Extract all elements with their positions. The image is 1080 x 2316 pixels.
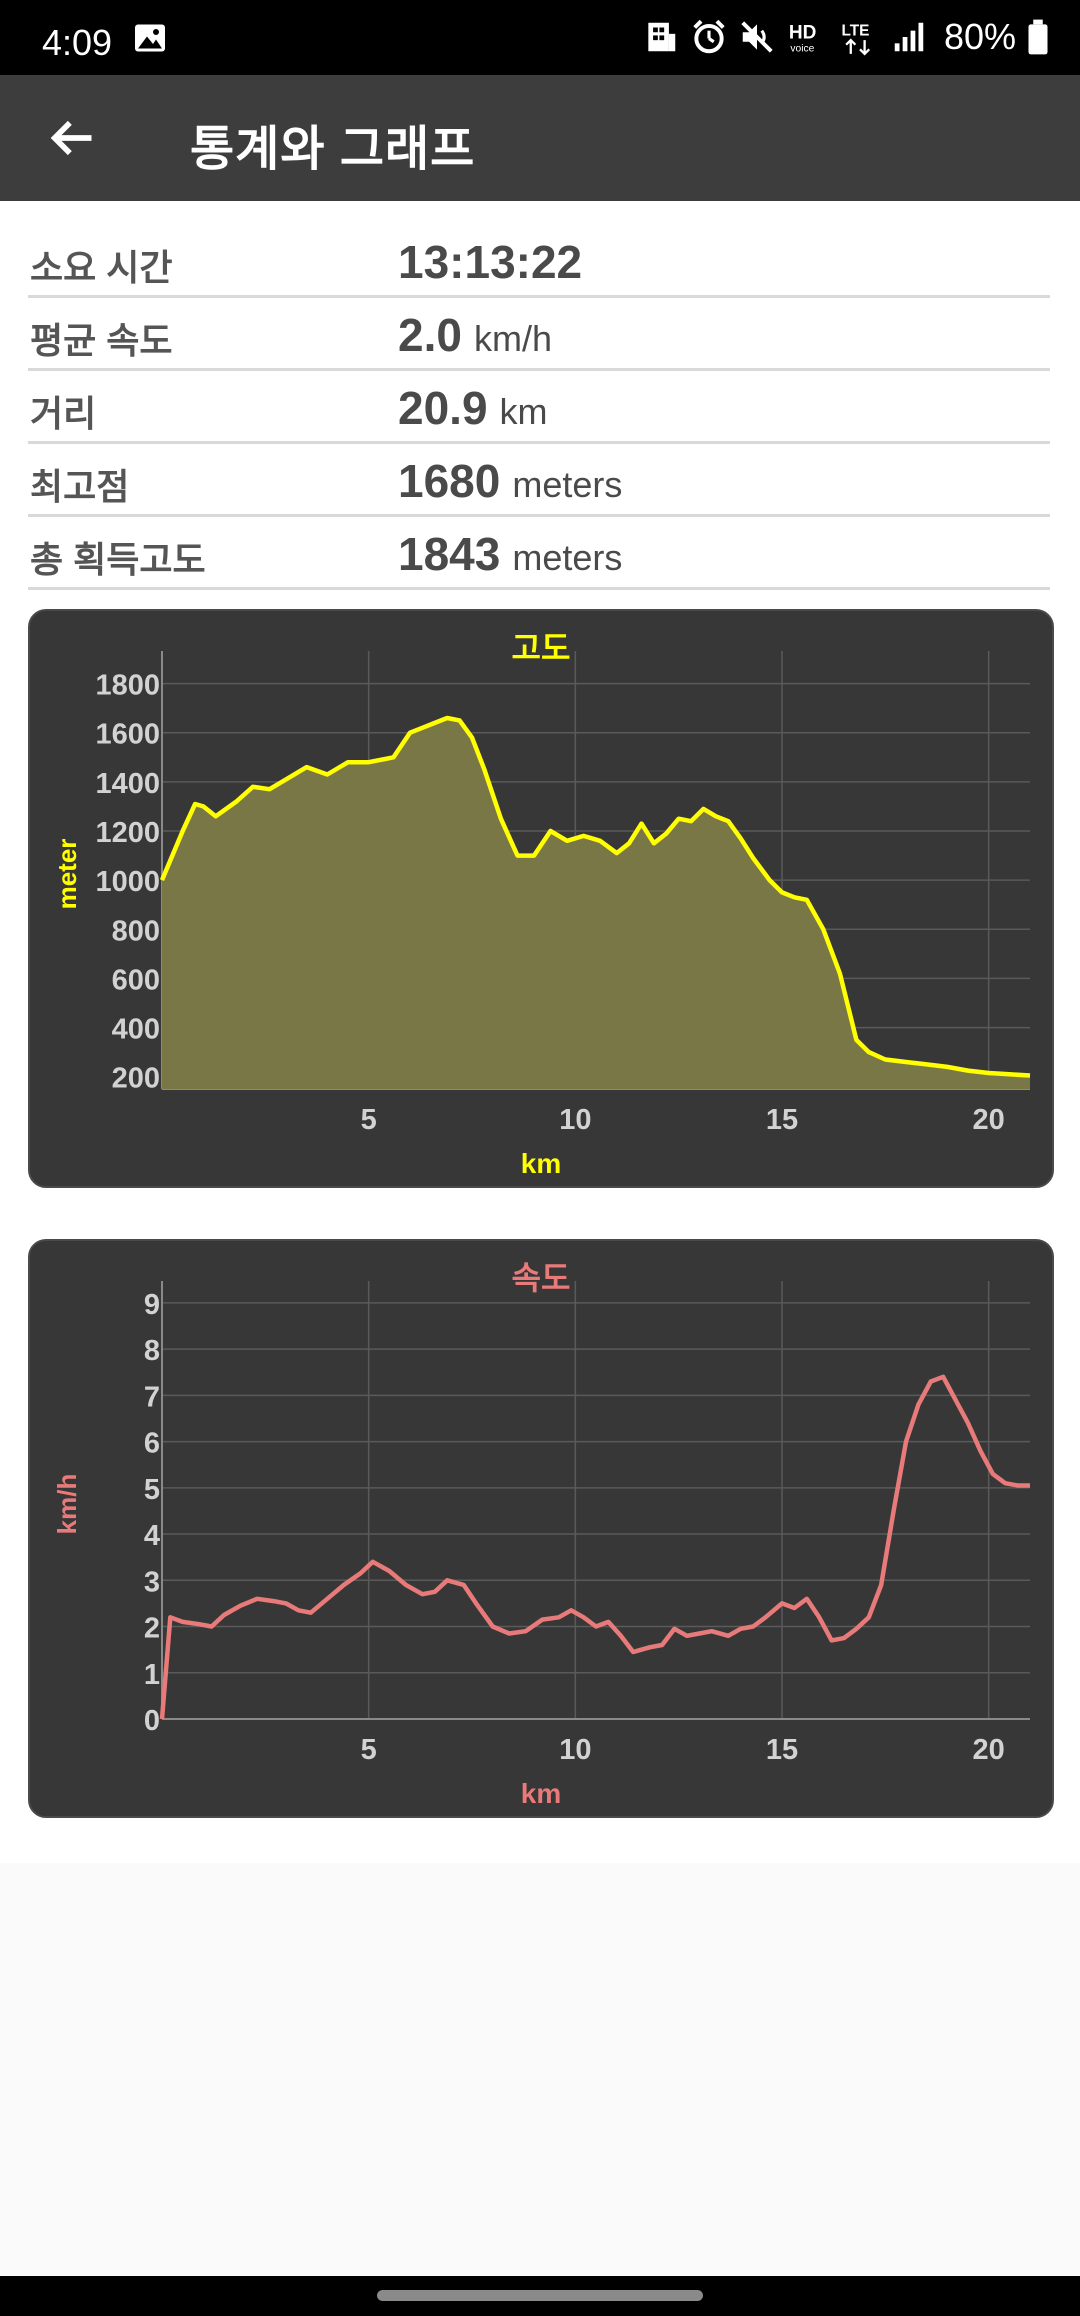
image-icon (135, 24, 165, 52)
y-tick-label: 1200 (95, 817, 160, 849)
chart-title: 속도 (512, 1259, 571, 1297)
stat-value: 1680 meters (398, 454, 622, 508)
status-bar: 4:09 HD voice LTE 80% (0, 0, 1080, 75)
page-title: 통계와 그래프 (190, 123, 476, 176)
x-tick-label: 15 (766, 1734, 798, 1766)
stat-unit: meters (512, 537, 623, 578)
svg-text:LTE: LTE (841, 22, 869, 39)
y-tick-label: 9 (144, 1289, 160, 1321)
series-line (159, 1374, 1030, 1720)
y-tick-label: 4 (144, 1520, 160, 1552)
stat-row: 거리 20.9 km (28, 371, 1050, 444)
x-axis-label: km (521, 1148, 561, 1179)
x-tick-label: 5 (361, 1734, 377, 1766)
x-tick-label: 5 (361, 1104, 377, 1136)
stat-value: 13:13:22 (398, 235, 594, 289)
y-tick-label: 1800 (95, 670, 160, 702)
mute-icon (741, 21, 773, 53)
stat-number: 2.0 (398, 309, 462, 361)
alarm-icon (693, 19, 725, 54)
speed-chart-card: 0 1 2 3 4 5 6 7 8 9 5 10 15 20 속도 km km/h (28, 1239, 1054, 1818)
stat-unit: km (499, 391, 548, 432)
stat-label: 최고점 (30, 466, 130, 507)
x-axis-label: km (521, 1778, 561, 1809)
status-icons: HD voice LTE 80% (642, 16, 1050, 58)
y-tick-label: 5 (144, 1474, 160, 1506)
elevation-chart: 200 400 600 800 1000 1200 1400 1600 1800 5 10 15 20 고… (52, 629, 1031, 1179)
svg-text:HD: HD (789, 22, 817, 43)
y-axis-label: meter (52, 839, 82, 910)
speed-chart: 0 1 2 3 4 5 6 7 8 9 5 10 15 20 속도 km km/h (52, 1259, 1030, 1809)
y-tick-label: 2 (144, 1613, 160, 1645)
y-tick-label: 1600 (95, 719, 160, 751)
y-tick-label: 7 (144, 1381, 160, 1413)
stat-value: 20.9 km (398, 381, 548, 435)
stat-row: 소요 시간 13:13:22 (28, 225, 1050, 298)
stat-number: 20.9 (398, 382, 488, 434)
stat-row: 최고점 1680 meters (28, 444, 1050, 517)
stat-unit: km/h (473, 318, 552, 359)
battery-level: 80% (943, 16, 1016, 57)
chart-title: 고도 (512, 629, 571, 667)
y-tick-label: 1400 (95, 768, 160, 800)
series-line (159, 715, 1031, 1078)
stat-label: 소요 시간 (30, 247, 173, 288)
x-tick-label: 20 (973, 1734, 1005, 1766)
series-area (162, 718, 1030, 1089)
y-tick-label: 400 (112, 1014, 160, 1046)
elevation-chart-card: 200 400 600 800 1000 1200 1400 1600 1800 5 10 15 20 고… (28, 609, 1054, 1188)
navigation-bar (0, 2276, 1080, 2316)
y-tick-label: 6 (144, 1428, 160, 1460)
stat-value: 1843 meters (398, 527, 622, 581)
y-tick-label: 1000 (95, 866, 160, 898)
signal-icon (894, 22, 924, 52)
building-icon (648, 22, 676, 52)
y-tick-label: 200 (112, 1063, 160, 1095)
main-content: 소요 시간 13:13:22 평균 속도 2.0 km/h 거리 20.9 km 최고점 1680… (0, 201, 1080, 1863)
y-tick-label: 0 (144, 1705, 160, 1737)
y-tick-label: 600 (112, 964, 160, 996)
x-tick-label: 10 (559, 1734, 591, 1766)
gesture-handle[interactable] (377, 2290, 703, 2301)
svg-text:voice: voice (790, 44, 814, 55)
y-tick-label: 8 (144, 1335, 160, 1367)
y-tick-label: 800 (112, 915, 160, 947)
stat-number: 1680 (398, 455, 501, 507)
stat-number: 13:13:22 (398, 236, 583, 288)
x-tick-label: 10 (559, 1104, 591, 1136)
battery-icon (1028, 19, 1048, 55)
arrow-left-icon (50, 120, 92, 156)
back-button[interactable] (46, 112, 98, 164)
app-bar: 통계와 그래프 (0, 75, 1080, 201)
stats-table: 소요 시간 13:13:22 평균 속도 2.0 km/h 거리 20.9 km 최고점 1680… (28, 225, 1050, 590)
y-tick-label: 3 (144, 1566, 160, 1598)
x-tick-label: 15 (766, 1104, 798, 1136)
y-tick-label: 1 (144, 1659, 160, 1691)
status-time: 4:09 (42, 22, 113, 63)
x-tick-label: 20 (973, 1104, 1005, 1136)
stat-number: 1843 (398, 528, 501, 580)
lte-icon: LTE (841, 22, 870, 56)
stat-label: 총 획득고도 (30, 539, 206, 580)
y-axis-label: km/h (52, 1474, 82, 1535)
stat-unit: meters (512, 464, 623, 505)
stat-row: 총 획득고도 1843 meters (28, 517, 1050, 590)
stat-label: 평균 속도 (30, 320, 173, 361)
stat-row: 평균 속도 2.0 km/h (28, 298, 1050, 371)
stat-label: 거리 (30, 393, 97, 434)
stat-value: 2.0 km/h (398, 308, 552, 362)
